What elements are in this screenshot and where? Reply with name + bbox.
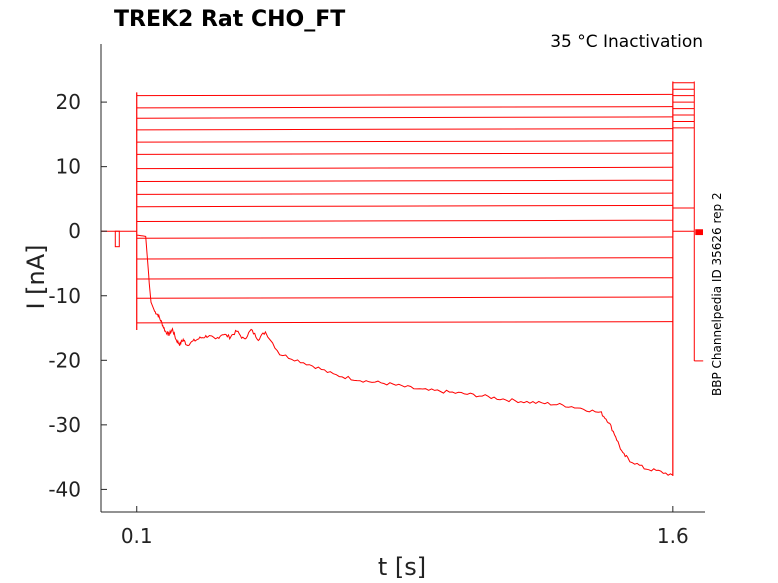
y-tick-label: -30	[48, 413, 81, 437]
y-tick-label: -20	[48, 348, 81, 372]
y-tick-label: 0	[68, 219, 81, 243]
artifact-dip	[114, 230, 120, 248]
step-trace	[136, 277, 673, 280]
y-tick-label: -10	[48, 284, 81, 308]
x-axis-label: t [s]	[378, 553, 426, 581]
step-trace	[136, 106, 673, 109]
y-tick-label: 10	[56, 155, 81, 179]
y-axis-label: I [nA]	[22, 244, 50, 309]
chart-subtitle: 35 °C Inactivation	[550, 32, 703, 52]
chart-title: TREK2 Rat CHO_FT	[114, 7, 345, 32]
step-trace	[136, 140, 673, 143]
step-trace	[136, 236, 673, 239]
traces	[101, 81, 704, 476]
step-trace	[136, 116, 673, 119]
step-trace	[136, 166, 673, 170]
step-trace	[136, 219, 673, 222]
step-trace	[136, 257, 673, 260]
x-tick-label: 1.6	[657, 524, 689, 548]
y-tick-label: 20	[56, 90, 81, 114]
step-trace	[136, 192, 673, 195]
step-trace	[136, 296, 673, 299]
axes: -40 -30 -20 -10 0 10 20 0.1 1.6	[48, 44, 705, 548]
post-baseline-band	[695, 229, 703, 236]
inactivation-trace	[136, 234, 674, 476]
step-trace	[136, 152, 673, 155]
step-trace	[136, 128, 673, 131]
side-label: BBP Channelpedia ID 35626 rep 2	[710, 192, 724, 396]
step-trace	[136, 204, 673, 208]
y-tick-label: -40	[48, 477, 81, 501]
x-tick-label: 0.1	[121, 524, 153, 548]
step-trace	[136, 93, 673, 97]
step-trace	[136, 321, 673, 324]
step-trace	[136, 179, 673, 182]
